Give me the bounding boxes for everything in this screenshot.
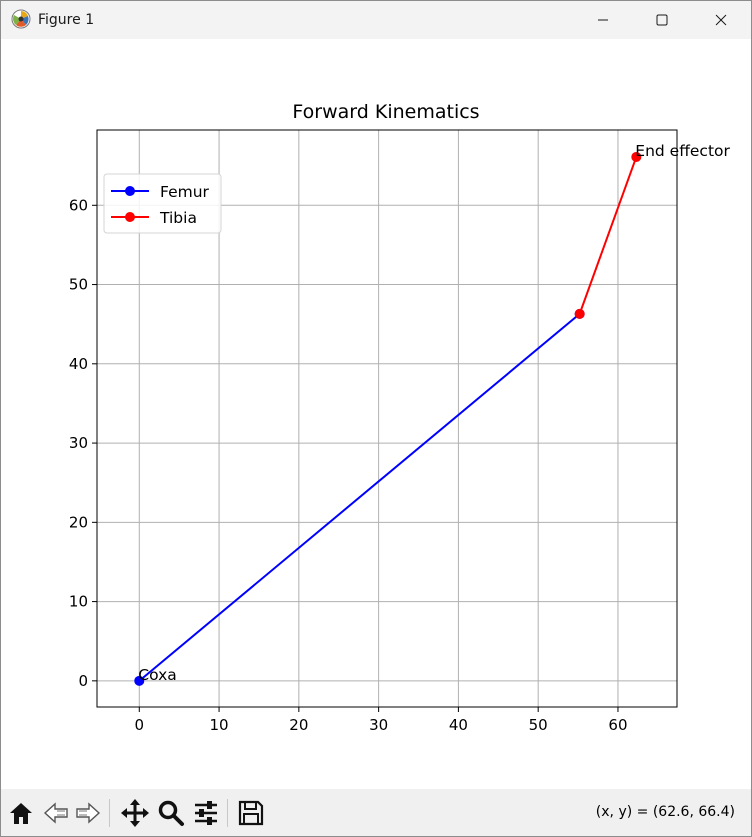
- x-tick-label: 0: [135, 716, 145, 734]
- navigation-toolbar: (x, y) = (62.6, 66.4): [1, 789, 751, 836]
- zoom-button[interactable]: [154, 796, 188, 830]
- cursor-coordinates: (x, y) = (62.6, 66.4): [595, 804, 735, 820]
- ticks: 0 10 20 30 40 50 60 0 10 20 30 40 50 60: [69, 196, 628, 734]
- chart-title: Forward Kinematics: [292, 101, 479, 123]
- y-tick-label: 60: [69, 196, 88, 214]
- plot-svg[interactable]: Forward Kinematics 0 10 20 30 40 50 60 0 10 20 30 4…: [1, 39, 751, 789]
- annotation-label: Coxa: [138, 666, 177, 684]
- minimize-button[interactable]: [574, 1, 632, 39]
- x-tick-label: 20: [289, 716, 308, 734]
- configure-subplots-icon: [195, 801, 217, 825]
- annotations: Coxa End effector: [138, 142, 730, 684]
- series-line-femur: [138, 313, 581, 682]
- zoom-icon: [158, 800, 184, 826]
- legend-marker-tibia: [125, 212, 135, 222]
- legend-label-tibia: Tibia: [159, 209, 197, 227]
- y-tick-label: 0: [78, 672, 88, 690]
- y-tick-label: 10: [69, 593, 88, 611]
- series-layer: [134, 151, 642, 686]
- back-button[interactable]: [39, 796, 73, 830]
- save-button[interactable]: [234, 796, 268, 830]
- legend-marker-femur: [125, 186, 135, 196]
- home-icon: [10, 803, 32, 824]
- matplotlib-logo-icon: [11, 9, 31, 29]
- maximize-button[interactable]: [633, 1, 691, 39]
- configure-subplots-button[interactable]: [189, 796, 223, 830]
- forward-icon: [76, 802, 101, 824]
- toolbar-separator: [227, 799, 228, 827]
- axes-frame: [96, 129, 678, 708]
- minimize-icon: [598, 19, 608, 21]
- legend-label-femur: Femur: [160, 183, 210, 201]
- pan-button[interactable]: [118, 796, 152, 830]
- legend: Femur Tibia: [103, 173, 222, 234]
- home-button[interactable]: [4, 796, 38, 830]
- y-tick-label: 40: [69, 355, 88, 373]
- pan-icon: [121, 799, 149, 827]
- series-line-tibia: [578, 156, 638, 315]
- forward-button[interactable]: [71, 796, 105, 830]
- maximize-icon: [656, 14, 668, 26]
- window-title: Figure 1: [38, 12, 95, 28]
- grid: [97, 130, 677, 707]
- x-tick-label: 50: [529, 716, 548, 734]
- series-point-tibia: [631, 151, 642, 162]
- y-tick-label: 20: [69, 513, 88, 531]
- close-button[interactable]: [692, 1, 750, 39]
- x-tick-label: 10: [210, 716, 229, 734]
- series-point-femur: [134, 675, 145, 686]
- y-tick-label: 50: [69, 276, 88, 294]
- title-bar: Figure 1: [1, 1, 751, 39]
- x-tick-label: 60: [608, 716, 627, 734]
- annotation-label: End effector: [635, 142, 730, 160]
- back-icon: [43, 802, 68, 824]
- close-icon: [715, 14, 727, 26]
- toolbar-separator: [109, 799, 110, 827]
- figure-canvas[interactable]: Forward Kinematics 0 10 20 30 40 50 60 0 10 20 30 4…: [1, 39, 751, 789]
- series-point-tibia: [574, 308, 585, 319]
- y-tick-label: 30: [69, 434, 88, 452]
- save-icon: [238, 800, 264, 826]
- x-tick-label: 30: [369, 716, 388, 734]
- x-tick-label: 40: [449, 716, 468, 734]
